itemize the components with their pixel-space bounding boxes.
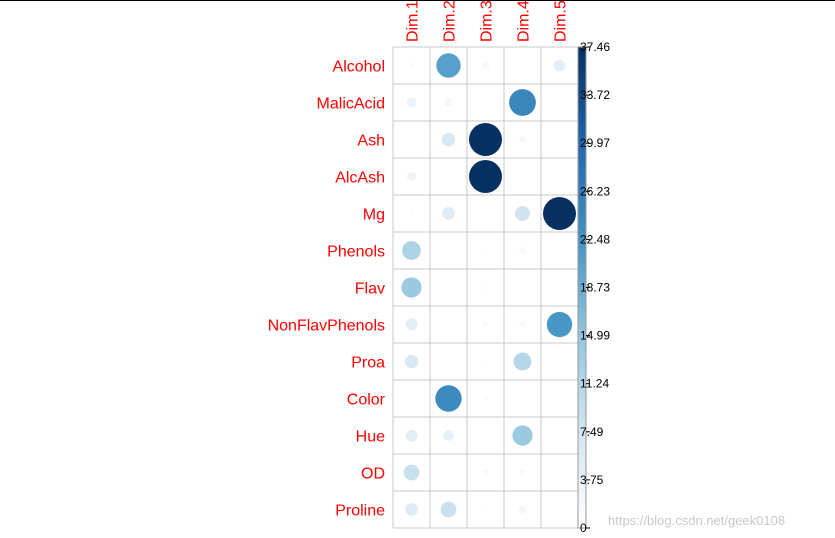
legend-tick-label: 26.23 <box>580 184 610 198</box>
circle-mark <box>509 89 536 116</box>
legend-tick-label: 33.72 <box>580 88 610 102</box>
legend-tick-label: 3.75 <box>580 473 604 487</box>
circle-mark <box>519 321 526 328</box>
circle-mark <box>408 62 415 69</box>
column-label: Dim.4 <box>516 0 533 42</box>
circle-mark <box>484 101 487 104</box>
circle-mark <box>482 469 489 476</box>
circle-mark <box>405 429 418 442</box>
circle-mark <box>402 241 421 260</box>
circle-mark <box>406 97 417 108</box>
column-label: Dim.1 <box>405 0 422 42</box>
column-labels: Dim.1 Dim.2 Dim.3 Dim.4 Dim.5 <box>405 0 570 42</box>
circle-mark <box>446 470 451 475</box>
circle-mark <box>558 286 561 289</box>
circle-mark <box>410 397 413 400</box>
circle-mark <box>520 285 525 290</box>
row-label: AlcAsh <box>335 170 385 187</box>
legend-tick-label: 22.48 <box>580 232 610 246</box>
circle-mark <box>403 464 420 481</box>
row-label: Proline <box>335 503 385 520</box>
row-label: OD <box>361 466 385 483</box>
legend-tick-label: 37.46 <box>580 40 610 54</box>
circle-mark <box>401 277 422 298</box>
legend-tick-label: 18.73 <box>580 281 610 295</box>
circle-mark <box>546 311 573 338</box>
circle-mark <box>484 212 487 215</box>
column-label: Dim.5 <box>553 0 570 42</box>
circle-mark <box>518 505 527 514</box>
row-label: Flav <box>355 281 385 298</box>
circle-mark <box>518 246 527 255</box>
circle-mark <box>436 53 461 78</box>
circle-mark <box>469 123 502 156</box>
circle-mark <box>444 98 453 107</box>
legend-tick-label: 29.97 <box>580 136 610 150</box>
legend-tick-label: 14.99 <box>580 329 610 343</box>
circle-mark <box>482 395 489 402</box>
circle-mark <box>519 469 526 476</box>
row-label: Hue <box>356 429 385 446</box>
circle-mark <box>405 318 418 331</box>
row-label: NonFlavPhenols <box>268 318 385 335</box>
circle-mark <box>405 503 418 516</box>
row-label: Color <box>347 392 386 409</box>
circle-mark <box>443 430 454 441</box>
row-labels: Alcohol MalicAcid Ash AlcAsh Mg Phenols Flav No… <box>268 59 386 520</box>
color-legend: 0 3.75 7.49 11.24 14.99 18.73 22.48 26.23 29.97 3… <box>577 40 610 535</box>
circle-mark <box>483 507 488 512</box>
circle-mark <box>440 501 457 518</box>
circle-mark <box>483 359 488 364</box>
circle-mark <box>543 197 576 230</box>
circle-mark <box>513 352 532 371</box>
column-label: Dim.3 <box>479 0 496 42</box>
circle-mark <box>557 433 562 438</box>
column-label: Dim.2 <box>442 0 459 42</box>
circle-mark <box>512 425 533 446</box>
circle-marks <box>401 53 576 518</box>
legend-tick-label: 11.24 <box>580 377 609 391</box>
row-label: Ash <box>357 133 385 150</box>
circle-mark <box>483 248 488 253</box>
circle-mark <box>558 138 561 141</box>
circle-mark <box>469 160 502 193</box>
circle-mark <box>482 321 489 328</box>
legend-tick-label: 7.49 <box>580 425 604 439</box>
circle-mark <box>557 359 562 364</box>
grid <box>392 46 579 529</box>
circle-mark <box>406 171 417 182</box>
circle-mark <box>481 61 490 70</box>
row-label: Mg <box>363 207 385 224</box>
circle-mark <box>483 285 488 290</box>
circle-mark <box>515 206 530 221</box>
row-label: Proa <box>351 355 385 372</box>
circle-mark <box>409 211 414 216</box>
circle-mark <box>435 385 462 412</box>
circle-mark <box>518 135 527 144</box>
row-label: Phenols <box>327 244 385 261</box>
watermark-text: https://blog.csdn.net/geek0108 <box>608 513 785 528</box>
circle-mark <box>441 132 456 147</box>
row-label: Alcohol <box>333 59 385 76</box>
legend-tick-label: 0 <box>580 521 587 535</box>
row-label: MalicAcid <box>317 96 385 113</box>
circle-mark <box>557 248 562 253</box>
circle-mark <box>553 59 566 72</box>
circle-mark <box>404 354 419 369</box>
circle-mark <box>442 207 455 220</box>
